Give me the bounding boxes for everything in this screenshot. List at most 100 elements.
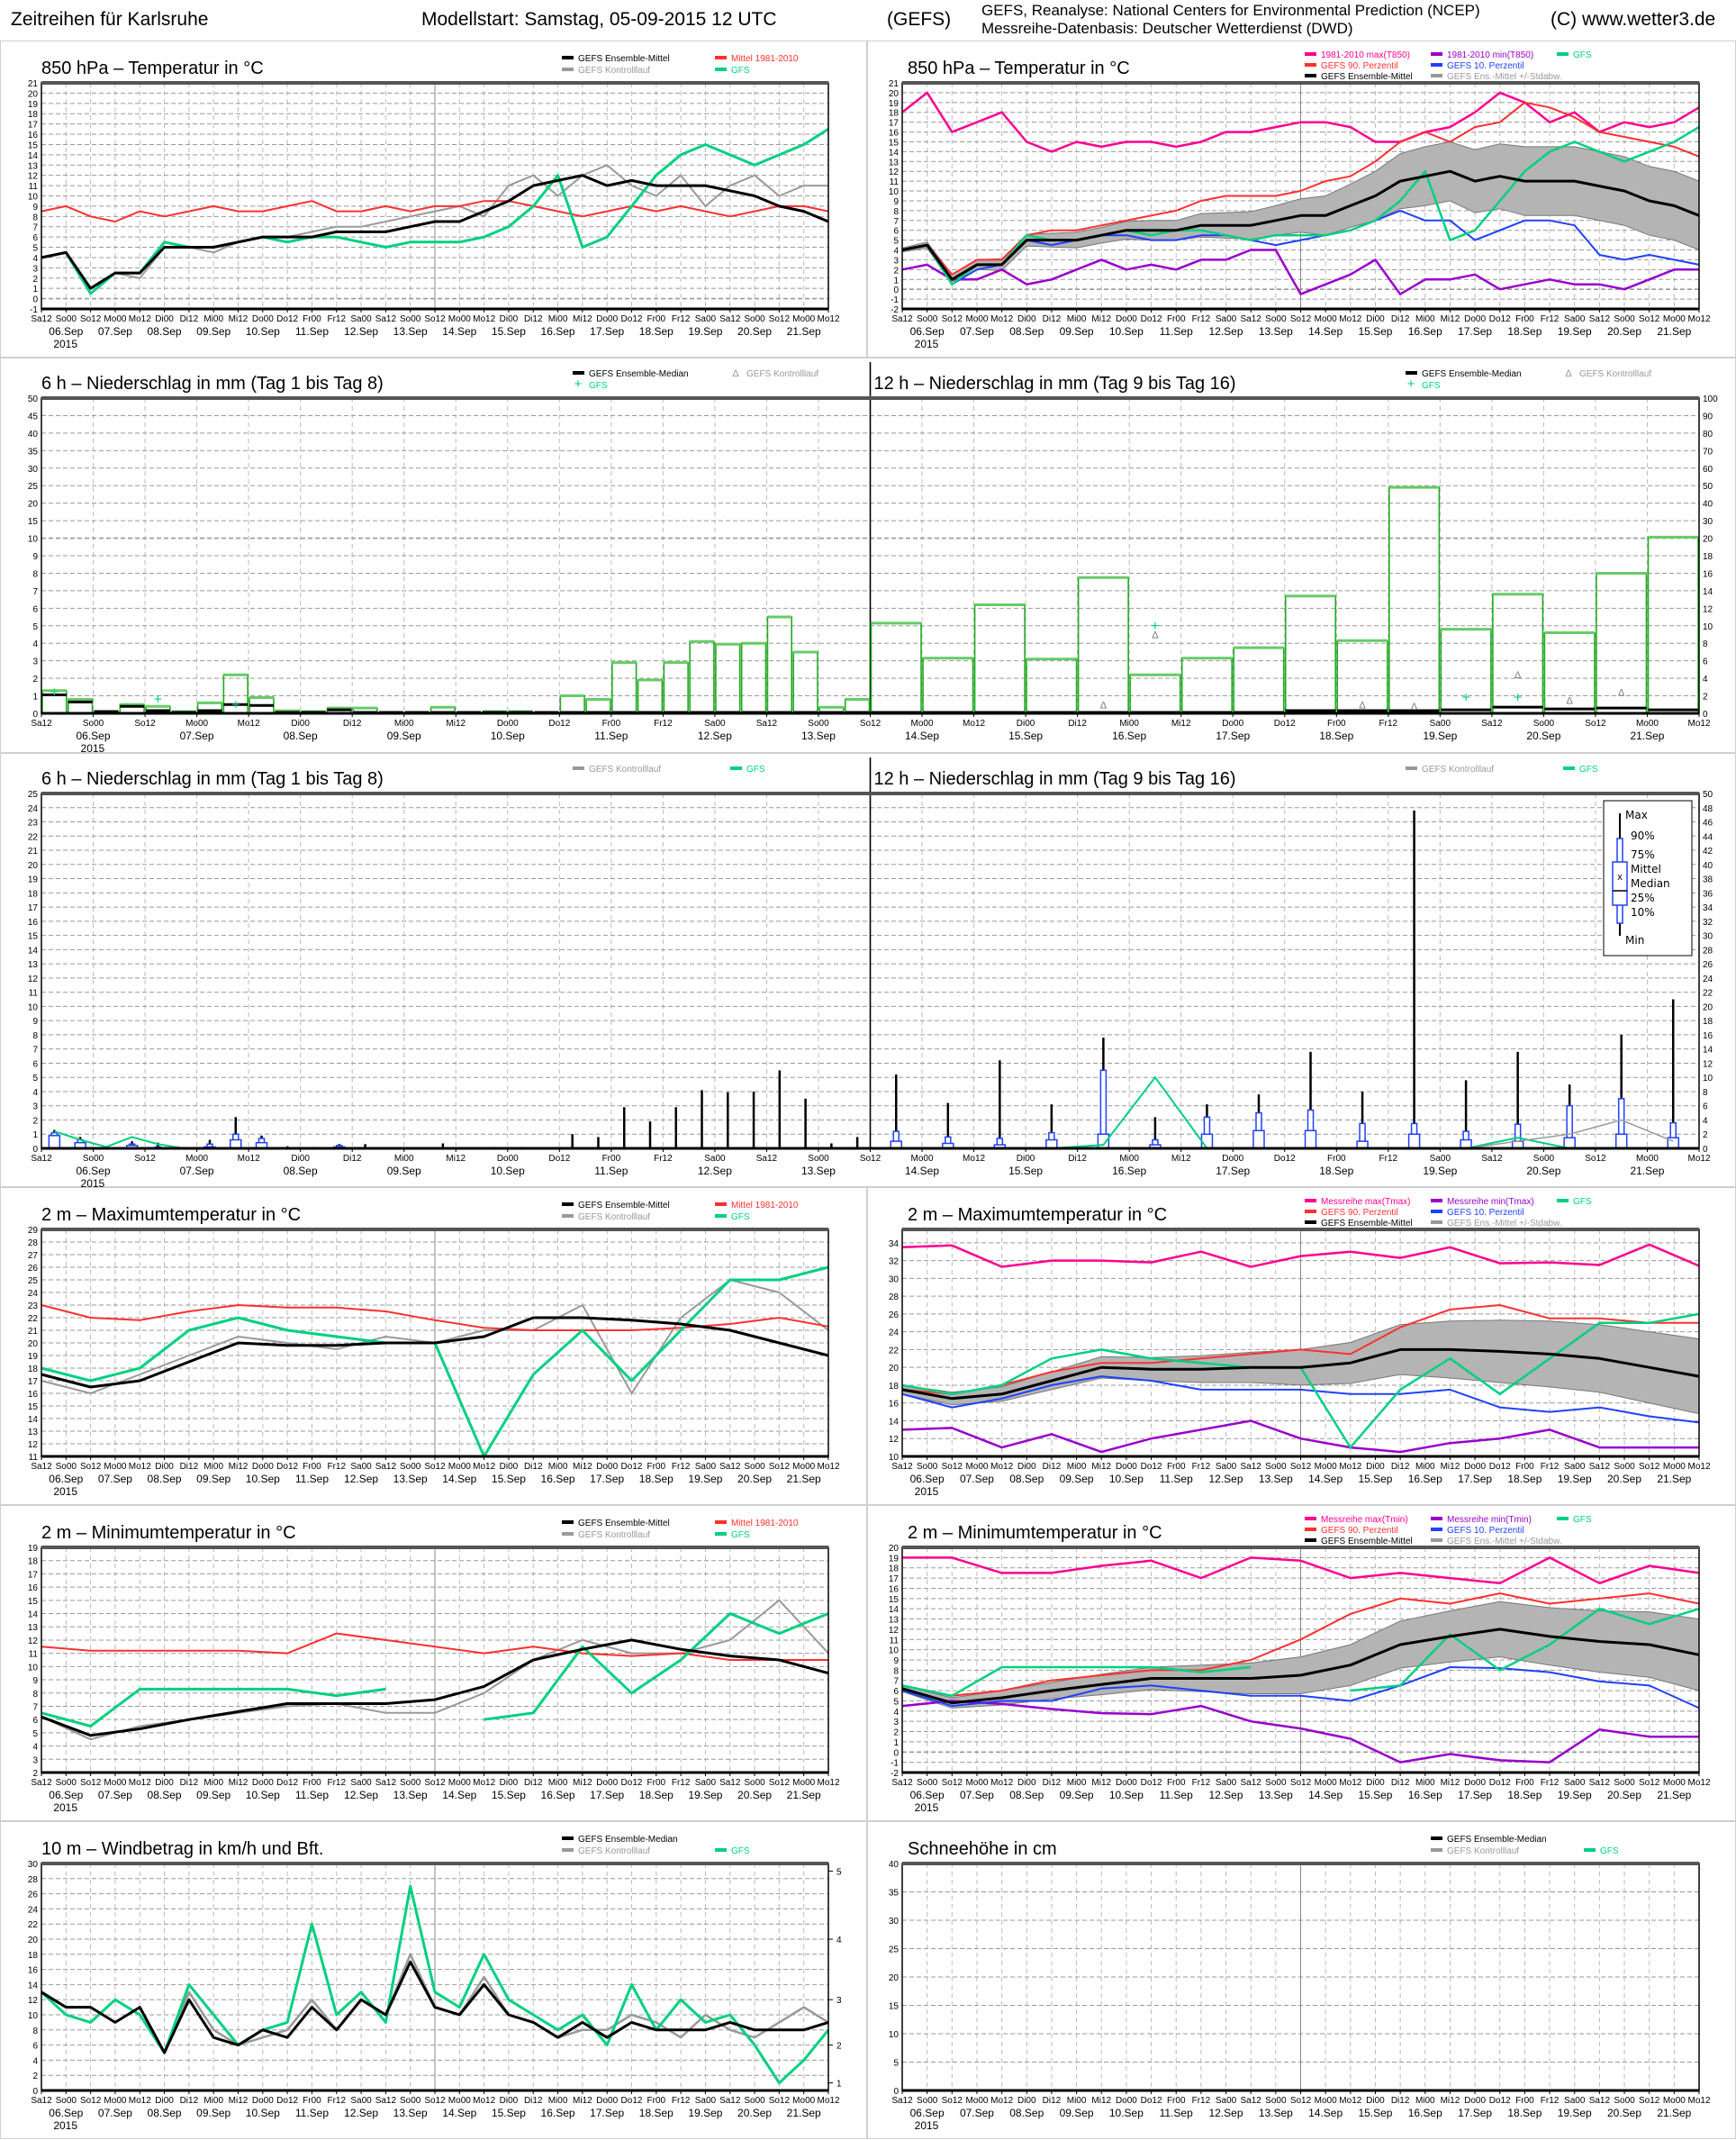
y-tick-label: 35 <box>889 1889 900 1899</box>
x-tick-label: Sa12 <box>756 1154 778 1164</box>
x-tick-label: Mi12 <box>573 1778 592 1788</box>
x-tick-label: Sa12 <box>375 1462 397 1472</box>
y-tick-label: 17 <box>28 1377 39 1387</box>
date-label: 20.Sep <box>1607 325 1641 338</box>
box-25-75 <box>1252 1129 1265 1149</box>
date-label: 18.Sep <box>1507 1789 1542 1801</box>
x-tick-label: So12 <box>424 314 446 324</box>
date-label: 20.Sep <box>1526 1165 1560 1177</box>
y-tick-label: 2 <box>32 2072 38 2081</box>
date-label: 08.Sep <box>148 325 182 338</box>
y-tick-label: 16 <box>28 1966 39 1976</box>
x-tick-label: Fr12 <box>654 1154 673 1164</box>
panel-tmax-ensemble: Sa12 So00 So12 Mo00 Mo12 Di00 Di12 Mi00 Mi12 Do00… <box>0 1187 867 1505</box>
date-label: 08.Sep <box>284 1165 318 1177</box>
y-tick-label: 18 <box>28 1365 39 1374</box>
date-label: 16.Sep <box>541 325 575 338</box>
date-label: 10.Sep <box>1109 1789 1144 1801</box>
x-tick-label: So00 <box>917 1778 938 1788</box>
y-tick-label: 8 <box>893 207 899 217</box>
legend-label: GEFS Kontrolllauf <box>1579 369 1651 379</box>
series-line-messreihe-max-tmin- <box>902 1556 1700 1585</box>
y-tick-label-right: 34 <box>1703 903 1713 913</box>
gfs-marker: + <box>231 697 240 712</box>
x-tick-label: Fr12 <box>1192 2096 1211 2106</box>
x-tick-label: Fr12 <box>1192 314 1211 324</box>
y-tick-label: 28 <box>28 1875 39 1885</box>
y-tick-label: 7 <box>893 1677 899 1687</box>
date-label: 21.Sep <box>1630 1165 1664 1177</box>
x-tick-label: Mi00 <box>1067 2096 1087 2106</box>
y-tick-label: -1 <box>30 305 38 315</box>
y-tick-label: 11 <box>29 1453 39 1463</box>
box-25-75 <box>1614 1133 1628 1149</box>
x-tick-label: Fr00 <box>1167 2096 1186 2106</box>
chart-precip-boxplots: Sa12 So00 So12 Mo00 Mo12 Di00 Di12 Mi00 Mi12 Do00… <box>28 757 1713 1188</box>
date-label: 21.Sep <box>1657 325 1691 338</box>
x-tick-label: Mo00 <box>1315 1778 1337 1788</box>
date-label: 11.Sep <box>1160 2107 1193 2119</box>
ensemble-max-bar <box>922 657 974 714</box>
x-tick-label: Mi12 <box>446 1154 466 1164</box>
y-tick-label: 6 <box>32 1059 38 1069</box>
x-tick-label: Fr00 <box>303 314 321 324</box>
date-label: 07.Sep <box>180 730 214 742</box>
date-label: 20.Sep <box>737 325 772 338</box>
date-label: 21.Sep <box>1657 1473 1691 1485</box>
date-label: 21.Sep <box>787 2107 821 2119</box>
x-tick-label: Fr00 <box>602 1154 621 1164</box>
gridlines <box>41 1546 829 1773</box>
chart-t850-ensemble: Sa12 So00 So12 Mo00 Mo12 Di00 Di12 Mi00 Mi12 Do00… <box>28 54 840 350</box>
y-tick-label-right: 100 <box>1703 394 1718 404</box>
x-tick-label: Di12 <box>343 1154 362 1164</box>
x-tick-label: So00 <box>56 2096 77 2106</box>
y-tick-label: 10 <box>28 193 39 203</box>
x-tick-label: Mo12 <box>990 1462 1013 1472</box>
box-25-75 <box>1200 1133 1214 1149</box>
y-tick-label: 8 <box>32 1690 38 1700</box>
date-label: 14.Sep <box>442 2107 476 2119</box>
x-tick-label: Mo12 <box>817 2096 839 2106</box>
x-tick-label: Mo12 <box>129 1778 151 1788</box>
y-tick-label: 14 <box>28 1415 39 1425</box>
y-tick-label: 15 <box>28 517 39 527</box>
bft-tick-label: 4 <box>836 1936 842 1945</box>
y-tick-label: 5 <box>32 1074 38 1084</box>
legend-symbol: Δ <box>732 368 739 379</box>
x-tick-label: Sa00 <box>1216 1778 1237 1788</box>
y-tick-label: 13 <box>889 158 900 168</box>
x-tick-label: Di00 <box>291 719 310 729</box>
copyright-link[interactable]: (C) www.wetter3.de <box>1551 9 1716 30</box>
date-label: 08.Sep <box>1009 1789 1044 1801</box>
x-tick-label: So12 <box>769 314 791 324</box>
y-tick-label: 18 <box>28 1951 39 1961</box>
y-tick-label: 4 <box>32 1088 38 1098</box>
y-tick-label: 0 <box>32 710 38 720</box>
box-legend-25-75 <box>1612 861 1628 906</box>
series-line-gefs-ensemble-mittel <box>41 174 829 290</box>
y-tick-label: 20 <box>28 89 39 99</box>
chart-title-left: 6 h – Niederschlag in mm (Tag 1 bis Tag … <box>41 374 384 394</box>
y-tick-label-right: 14 <box>1703 1046 1713 1056</box>
y-tick-label: 26 <box>28 1891 39 1900</box>
x-tick-label: Mi12 <box>1441 314 1460 324</box>
x-tick-label: Sa00 <box>1430 719 1451 729</box>
date-label: 15.Sep <box>1358 1789 1392 1801</box>
date-label: 18.Sep <box>1507 325 1542 338</box>
legend-label: GEFS Kontrolllauf <box>1447 1846 1519 1856</box>
y-tick-label: 9 <box>893 197 899 207</box>
x-tick-label: Sa00 <box>1216 2096 1237 2106</box>
chart-title: 2 m – Maximumtemperatur in °C <box>41 1205 301 1225</box>
x-tick-label: Mi12 <box>1171 719 1191 729</box>
date-label: 19.Sep <box>1423 1165 1457 1177</box>
y-tick-label: 16 <box>889 1400 900 1410</box>
y-tick-label: 8 <box>32 569 38 579</box>
date-label: 07.Sep <box>98 1473 132 1485</box>
x-tick-label: Mi00 <box>1067 314 1087 324</box>
x-tick-label: Sa00 <box>1216 314 1237 324</box>
y-tick-label: 19 <box>28 100 39 110</box>
ensemble-max-bar <box>1233 647 1285 714</box>
y-tick-label-right: 16 <box>1703 1031 1713 1041</box>
x-tick-label: So00 <box>744 2096 765 2106</box>
x-tick-label: So12 <box>80 2096 102 2106</box>
